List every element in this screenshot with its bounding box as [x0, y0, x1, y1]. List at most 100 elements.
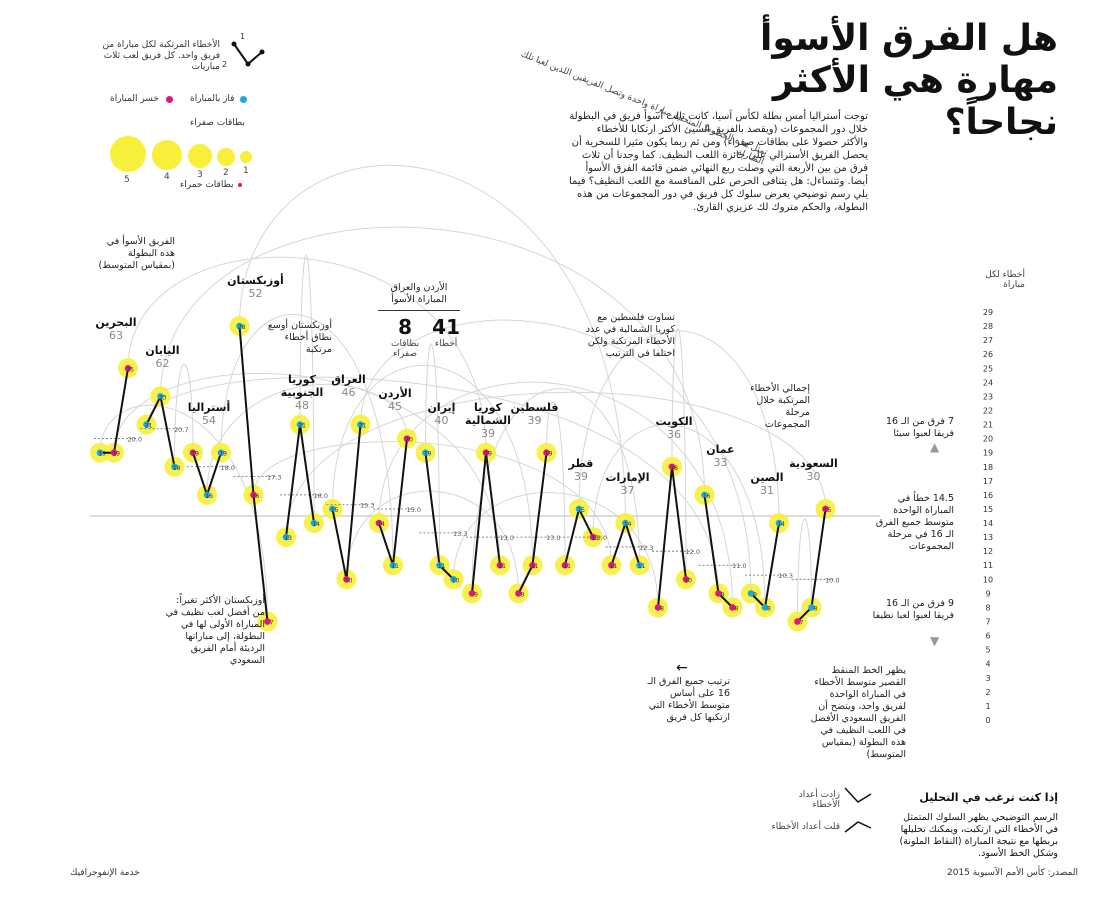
team-name: فلسطين: [510, 400, 559, 414]
team-total: 39: [481, 426, 495, 440]
match-point: [608, 561, 615, 569]
credit-note: خدمة الإنفوجرافيك: [70, 868, 140, 878]
match-fouls-label: 16: [703, 493, 711, 500]
y-tick-label: 19: [983, 449, 993, 458]
match-point: [761, 604, 769, 611]
y-tick-label: 15: [983, 505, 993, 514]
match-point: [682, 576, 690, 583]
jordan-iraq-title: الأردن والعراق المباراة الأسوأ: [390, 282, 448, 305]
match-fouls-label: 8: [735, 605, 739, 612]
match-point: [124, 364, 132, 372]
match-fouls-label: 14: [377, 521, 385, 528]
team-average-label: 17.3: [267, 474, 281, 482]
team-series: 13.0 9 19 11: [462, 442, 514, 604]
match-fouls-label: 11: [610, 563, 618, 570]
team-series: 12.0 8 18 10: [648, 456, 700, 618]
team-average-label: 12.3: [639, 544, 653, 552]
match-fouls-label: 14: [777, 521, 785, 528]
legend-won-label: فاز بالمباراة: [190, 94, 235, 104]
match-fouls-label: 19: [545, 451, 553, 458]
match-point: [143, 421, 150, 428]
team-series: 20.0 19 19 25: [90, 358, 142, 463]
legend-yellow-title: بطاقات صفراء: [190, 118, 245, 128]
match-point: [389, 561, 397, 569]
y-tick-label: 17: [983, 477, 993, 486]
team-average-label: 15.3: [360, 502, 374, 510]
match-point: [636, 561, 643, 569]
match-fouls-label: 14: [624, 521, 632, 528]
y-tick-label: 14: [983, 519, 993, 528]
team-average-label: 16.0: [314, 492, 328, 500]
match-arc: [285, 391, 826, 538]
team-series: 13.0 11 15 13: [555, 498, 607, 576]
match-fouls-label: 8: [767, 605, 771, 612]
intro-text: توجت أستراليا أمس بطلة لكأس آسيا، كانت ث…: [568, 111, 868, 213]
team-label: إيران 40: [412, 401, 472, 427]
match-arc: [253, 441, 612, 566]
match-fouls-label: 8: [660, 605, 664, 612]
match-fouls-label: 19: [98, 451, 106, 458]
team-total: 62: [155, 357, 170, 371]
match-fouls-label: 19: [484, 451, 492, 458]
team-series: 18.0 19 16 19: [183, 442, 235, 505]
y-tick-label: 29: [983, 308, 993, 317]
y-tick-label: 18: [983, 463, 993, 472]
legend-red-dot: [238, 183, 242, 187]
match-fouls-label: 7: [800, 620, 804, 627]
legend-yellow-1: [240, 151, 252, 163]
team-series: 13.0 9 11 19: [508, 442, 561, 604]
match-arc: [346, 490, 519, 594]
match-arc: [174, 363, 194, 467]
callout-uzbek-change: أوزبكستان الأكثر تغيراً: من أفضل لعب نظي…: [165, 595, 265, 666]
match-arc: [578, 330, 780, 524]
team-label: قطر 39: [551, 457, 611, 483]
legend-line-icon: [231, 41, 265, 67]
legend-red-label: بطاقات حمراء: [180, 180, 234, 190]
team-average-label: 18.0: [221, 464, 235, 472]
match-fouls-label: 19: [424, 451, 432, 458]
legend-line-desc: الأخطاء المرتكبة لكل مباراة من فريق واحد…: [102, 40, 220, 72]
match-fouls-label: 16: [205, 493, 213, 500]
team-label: اليابان 62: [133, 344, 193, 370]
match-point: [264, 618, 271, 625]
match-point: [775, 519, 783, 527]
match-fouls-label: 25: [126, 366, 134, 373]
match-fouls-label: 21: [298, 423, 306, 430]
team-total: 46: [341, 385, 356, 399]
less-fouls-icon: [844, 821, 872, 833]
team-name: أوزبكستان: [227, 274, 284, 288]
match-point: [794, 618, 801, 625]
callout-uzbek-range: أوزبكستان أوسع نطاق أخطاء مرتكبة: [267, 320, 332, 355]
team-label: عمان 33: [691, 443, 751, 469]
team-label: أستراليا 54: [179, 401, 239, 427]
match-fouls-label: 19: [191, 451, 199, 458]
match-fouls-label: 13: [284, 535, 292, 542]
team-total: 30: [806, 469, 821, 483]
team-name: كوريا الشمالية: [465, 400, 511, 427]
team-label: الكويت 36: [644, 415, 704, 441]
match-point: [203, 491, 211, 499]
match-fouls-label: 11: [438, 563, 446, 570]
callout-average: 14.5 خطأ في المباراة الواحدة متوسط جميع …: [875, 493, 954, 552]
y-axis: 0123456789101112131415161718192021222324…: [983, 308, 993, 725]
match-point: [747, 590, 755, 597]
match-point: [822, 505, 829, 513]
team-total: 39: [574, 469, 588, 483]
y-tick-label: 23: [983, 392, 993, 401]
legend-yellow-2-label: 2: [223, 168, 229, 178]
y-tick-label: 0: [985, 716, 990, 725]
match-fouls-label: 9: [474, 591, 478, 598]
y-tick-label: 2: [985, 688, 990, 697]
legend-lost-dot: [166, 96, 173, 103]
legend-mark-1: 1: [240, 32, 246, 41]
match-point: [357, 421, 364, 428]
callout-short-line: يظهر الخط المنقط القصير متوسط الأخطاء في…: [810, 665, 906, 760]
callout-ranking: ترتيب جميع الفرق الـ 16 على أساس متوسط ا…: [647, 676, 730, 723]
y-tick-label: 25: [983, 364, 993, 373]
team-average-label: 13.0: [500, 534, 514, 542]
match-point: [808, 604, 815, 611]
team-total: 31: [760, 484, 774, 498]
legend-yellow-5: [110, 136, 146, 172]
team-series: 20.7 21 23 18: [136, 386, 189, 477]
